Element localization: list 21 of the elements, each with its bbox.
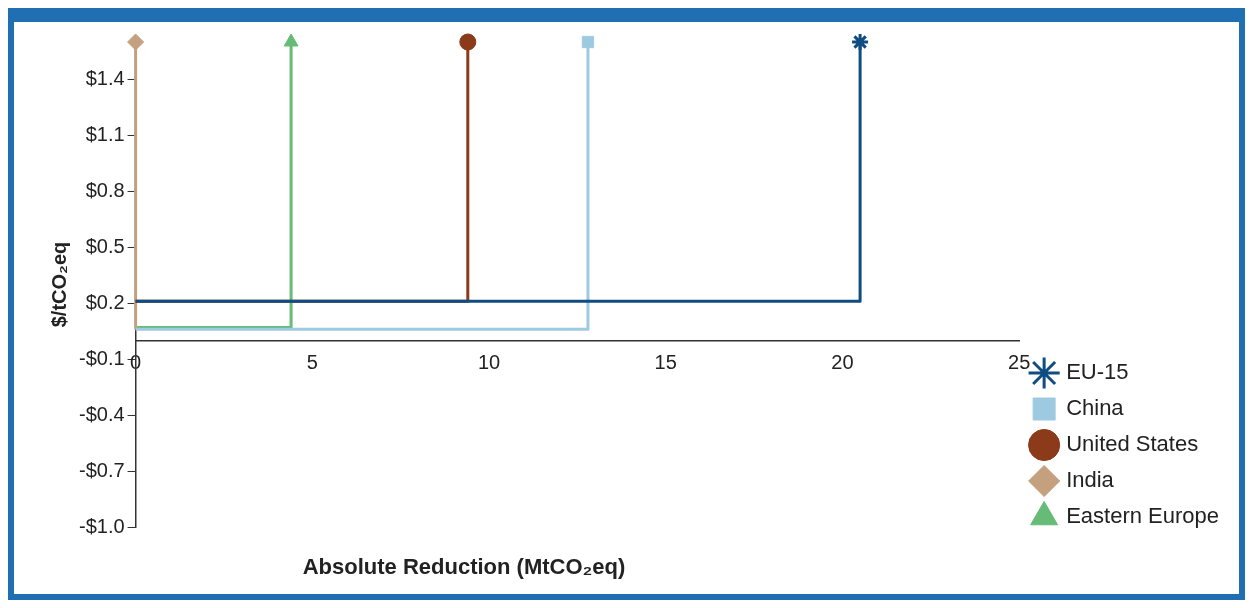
y-tick-label: -$1.0 — [78, 514, 125, 537]
legend-label: Eastern Europe — [1066, 503, 1219, 529]
x-tick-label: 10 — [477, 350, 501, 373]
y-tick-label: $1.1 — [85, 122, 125, 145]
y-tick-label: -$0.4 — [78, 402, 125, 425]
x-tick-label: 25 — [1008, 350, 1031, 373]
legend-label: India — [1066, 467, 1115, 493]
legend-label: United States — [1066, 431, 1199, 457]
y-tick-label: -$0.1 — [78, 346, 125, 369]
x-tick-label: 15 — [654, 350, 677, 373]
y-tick-label: $0.8 — [85, 178, 125, 201]
y-tick-label: -$0.7 — [78, 458, 125, 481]
y-axis-title: $/tCO₂eq — [47, 241, 70, 328]
x-axis-title: Absolute Reduction (MtCO₂eq) — [301, 554, 627, 580]
legend-label: China — [1066, 395, 1125, 421]
legend-label: EU-15 — [1066, 359, 1129, 385]
y-tick-label: $1.4 — [85, 66, 125, 89]
y-tick-label: $0.2 — [85, 290, 125, 313]
x-tick-label: 20 — [831, 350, 854, 373]
y-tick-label: $0.5 — [85, 234, 125, 257]
x-tick-label: 5 — [306, 350, 318, 373]
